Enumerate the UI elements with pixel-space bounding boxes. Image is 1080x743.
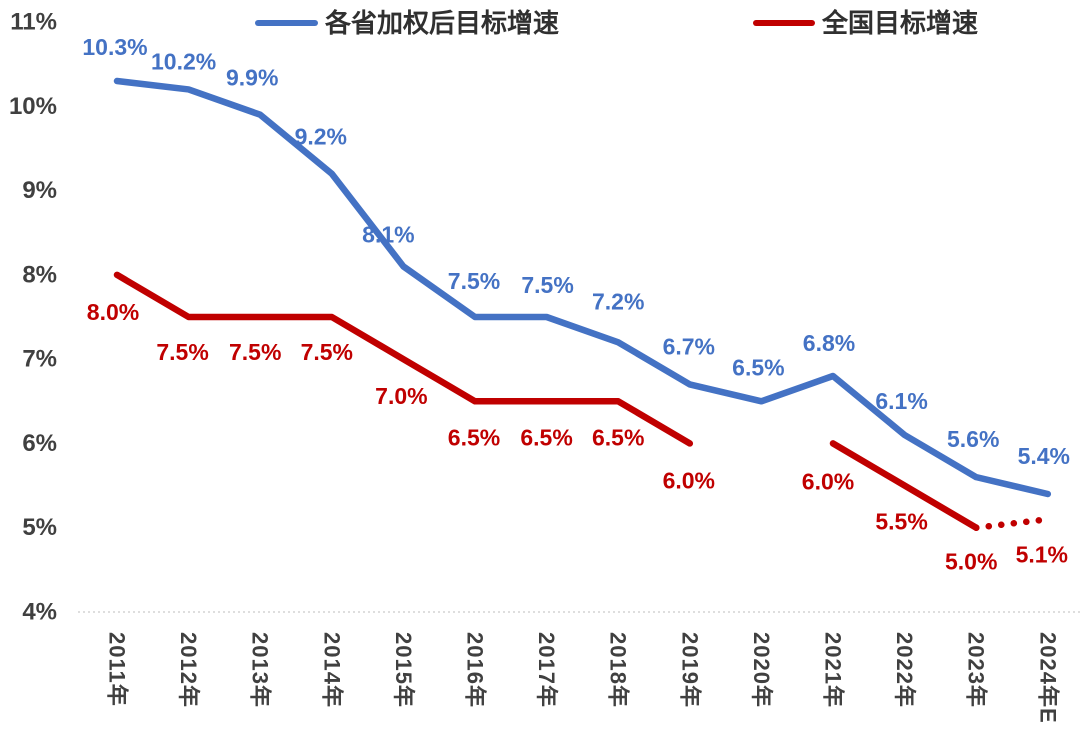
- data-label: 5.5%: [875, 509, 927, 535]
- x-axis-label: 2019年: [677, 632, 702, 708]
- x-axis-label: 2022年: [892, 632, 917, 708]
- x-axis-label: 2012年: [176, 632, 201, 708]
- legend-label: 各省加权后目标增速: [324, 8, 559, 38]
- data-label: 10.2%: [151, 48, 216, 74]
- x-axis-label: 2021年: [821, 632, 846, 708]
- data-label: 7.5%: [156, 339, 208, 365]
- data-label: 7.2%: [592, 288, 644, 314]
- series-line-1: [829, 440, 980, 531]
- data-label: 5.0%: [945, 549, 997, 575]
- x-axis-label: 2023年: [964, 632, 989, 708]
- x-axis-label: 2020年: [749, 632, 774, 708]
- data-label: 9.9%: [226, 65, 278, 91]
- y-tick-label: 9%: [22, 177, 57, 204]
- y-tick-label: 4%: [22, 599, 57, 626]
- y-tick-label: 10%: [9, 93, 57, 120]
- data-label: 6.5%: [448, 424, 500, 450]
- data-label: 6.8%: [803, 330, 855, 356]
- y-tick-label: 7%: [22, 346, 57, 373]
- data-label: 5.6%: [947, 426, 999, 452]
- series-line-1-dotted-estimate: [972, 516, 1052, 531]
- data-label: 8.0%: [87, 299, 139, 325]
- x-axis-label: 2024年E: [1035, 632, 1060, 724]
- data-label: 7.5%: [448, 268, 500, 294]
- x-axis-label: 2014年: [319, 632, 344, 708]
- y-tick-label: 5%: [22, 514, 57, 541]
- x-axis-label: 2016年: [463, 632, 488, 708]
- data-label: 7.0%: [375, 383, 427, 409]
- data-label: 7.5%: [521, 272, 573, 298]
- series-line-0: [113, 77, 1052, 498]
- series-line-1: [113, 271, 694, 447]
- data-label: 9.2%: [295, 124, 347, 150]
- data-label: 6.5%: [520, 424, 572, 450]
- x-axis-label: 2013年: [248, 632, 273, 708]
- y-tick-label: 6%: [22, 430, 57, 457]
- data-label: 6.5%: [592, 424, 644, 450]
- data-label: 5.1%: [1016, 541, 1068, 567]
- data-label: 6.1%: [875, 388, 927, 414]
- x-axis-label: 2011年: [105, 632, 130, 707]
- y-tick-label: 8%: [22, 261, 57, 288]
- data-label: 7.5%: [301, 339, 353, 365]
- x-axis-label: 2017年: [534, 632, 559, 708]
- data-label: 8.1%: [362, 221, 414, 247]
- data-label: 6.5%: [732, 354, 784, 380]
- legend-label: 全国目标增速: [821, 8, 978, 38]
- data-label: 10.3%: [82, 34, 147, 60]
- data-label: 7.5%: [229, 339, 281, 365]
- data-label: 6.0%: [802, 468, 854, 494]
- x-axis-label: 2018年: [606, 632, 631, 708]
- data-label: 5.4%: [1018, 443, 1070, 469]
- data-label: 6.0%: [663, 467, 715, 493]
- x-axis-label: 2015年: [391, 632, 416, 708]
- data-label: 6.7%: [663, 333, 715, 359]
- y-tick-label: 11%: [10, 9, 57, 36]
